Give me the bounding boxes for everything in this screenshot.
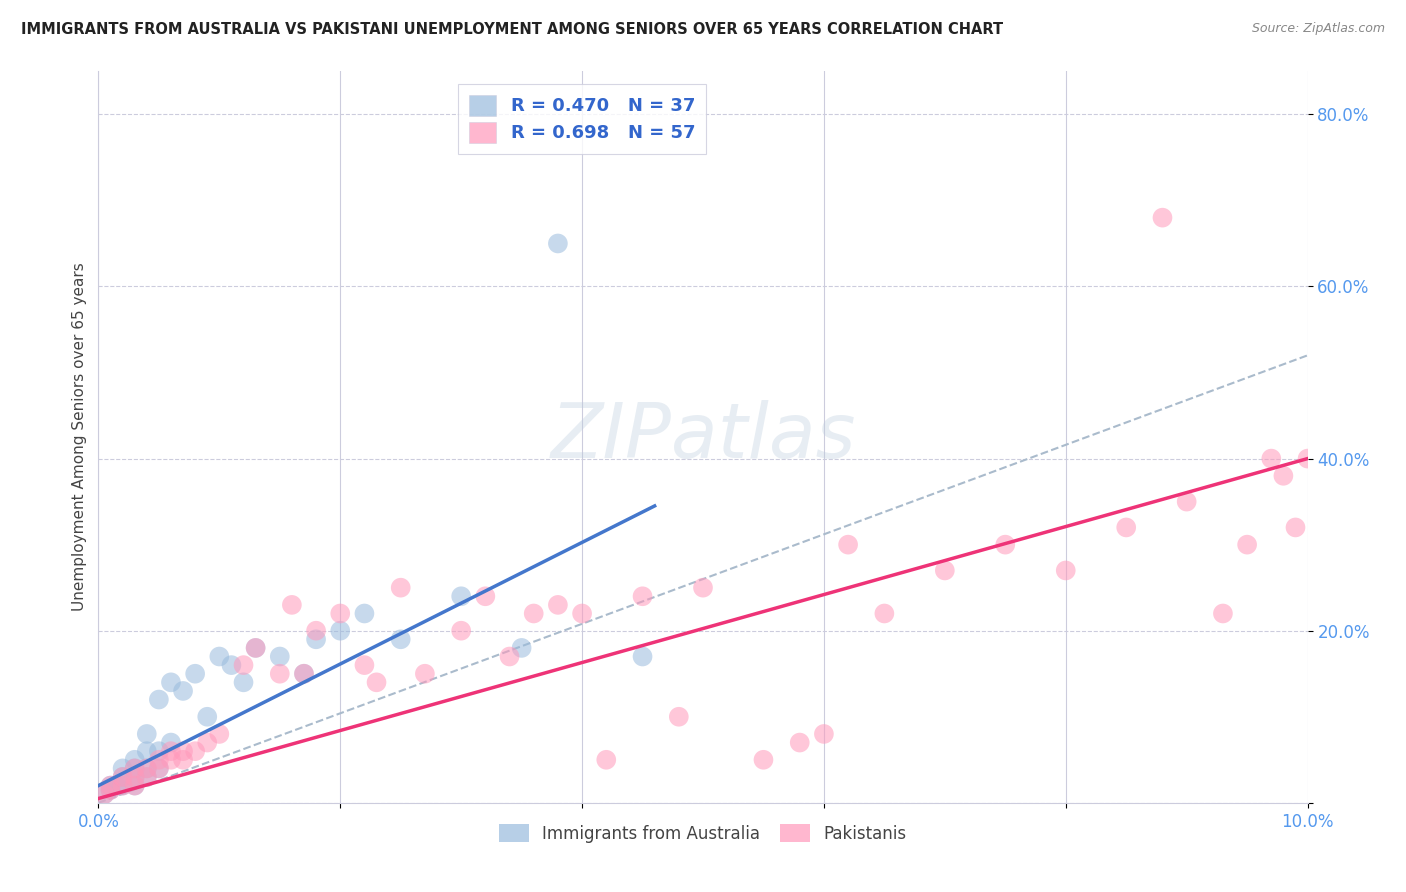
- Text: Source: ZipAtlas.com: Source: ZipAtlas.com: [1251, 22, 1385, 36]
- Point: [111, 770, 134, 784]
- Point: [1054, 564, 1077, 578]
- Point: [1175, 494, 1198, 508]
- Point: [124, 779, 146, 793]
- Point: [100, 783, 122, 797]
- Point: [111, 770, 134, 784]
- Point: [1284, 520, 1306, 534]
- Point: [631, 589, 654, 603]
- Point: [413, 666, 436, 681]
- Point: [269, 649, 291, 664]
- Point: [1115, 520, 1137, 534]
- Point: [305, 632, 328, 647]
- Point: [105, 779, 128, 793]
- Point: [172, 744, 194, 758]
- Point: [172, 753, 194, 767]
- Point: [148, 692, 170, 706]
- Legend: Immigrants from Australia, Pakistanis: Immigrants from Australia, Pakistanis: [492, 818, 914, 849]
- Point: [668, 710, 690, 724]
- Point: [498, 649, 520, 664]
- Point: [172, 684, 194, 698]
- Point: [245, 640, 267, 655]
- Point: [692, 581, 714, 595]
- Point: [93, 787, 115, 801]
- Point: [837, 538, 859, 552]
- Point: [1296, 451, 1319, 466]
- Point: [450, 589, 472, 603]
- Point: [631, 649, 654, 664]
- Point: [353, 607, 375, 621]
- Point: [389, 632, 412, 647]
- Point: [208, 727, 231, 741]
- Point: [450, 624, 472, 638]
- Point: [148, 744, 170, 758]
- Text: ZIPatlas: ZIPatlas: [550, 401, 856, 474]
- Point: [195, 710, 218, 724]
- Point: [160, 735, 183, 749]
- Point: [366, 675, 388, 690]
- Point: [160, 744, 183, 758]
- Point: [1152, 211, 1174, 225]
- Point: [124, 761, 146, 775]
- Point: [111, 779, 134, 793]
- Point: [135, 770, 157, 784]
- Point: [269, 666, 291, 681]
- Point: [221, 658, 243, 673]
- Point: [100, 779, 122, 793]
- Point: [571, 607, 593, 621]
- Point: [111, 779, 134, 793]
- Point: [789, 735, 811, 749]
- Point: [873, 607, 896, 621]
- Point: [292, 666, 315, 681]
- Point: [329, 624, 352, 638]
- Point: [813, 727, 835, 741]
- Point: [389, 581, 412, 595]
- Point: [195, 735, 218, 749]
- Point: [135, 761, 157, 775]
- Point: [135, 744, 157, 758]
- Point: [523, 607, 546, 621]
- Y-axis label: Unemployment Among Seniors over 65 years: Unemployment Among Seniors over 65 years: [72, 263, 87, 611]
- Point: [111, 761, 134, 775]
- Point: [1260, 451, 1282, 466]
- Point: [148, 761, 170, 775]
- Point: [148, 753, 170, 767]
- Point: [474, 589, 496, 603]
- Point: [994, 538, 1017, 552]
- Point: [281, 598, 304, 612]
- Point: [124, 770, 146, 784]
- Point: [135, 770, 157, 784]
- Point: [160, 753, 183, 767]
- Point: [100, 779, 122, 793]
- Point: [305, 624, 328, 638]
- Point: [124, 770, 146, 784]
- Point: [100, 783, 122, 797]
- Point: [232, 658, 254, 673]
- Point: [93, 787, 115, 801]
- Point: [510, 640, 533, 655]
- Point: [160, 675, 183, 690]
- Point: [124, 753, 146, 767]
- Point: [184, 744, 207, 758]
- Point: [124, 779, 146, 793]
- Point: [208, 649, 231, 664]
- Point: [547, 598, 569, 612]
- Point: [148, 761, 170, 775]
- Point: [1272, 468, 1295, 483]
- Point: [934, 564, 956, 578]
- Point: [1212, 607, 1234, 621]
- Point: [1236, 538, 1258, 552]
- Point: [135, 727, 157, 741]
- Point: [595, 753, 617, 767]
- Point: [135, 761, 157, 775]
- Point: [547, 236, 569, 251]
- Point: [124, 761, 146, 775]
- Point: [292, 666, 315, 681]
- Point: [353, 658, 375, 673]
- Point: [752, 753, 775, 767]
- Point: [329, 607, 352, 621]
- Point: [232, 675, 254, 690]
- Text: IMMIGRANTS FROM AUSTRALIA VS PAKISTANI UNEMPLOYMENT AMONG SENIORS OVER 65 YEARS : IMMIGRANTS FROM AUSTRALIA VS PAKISTANI U…: [21, 22, 1004, 37]
- Point: [184, 666, 207, 681]
- Point: [245, 640, 267, 655]
